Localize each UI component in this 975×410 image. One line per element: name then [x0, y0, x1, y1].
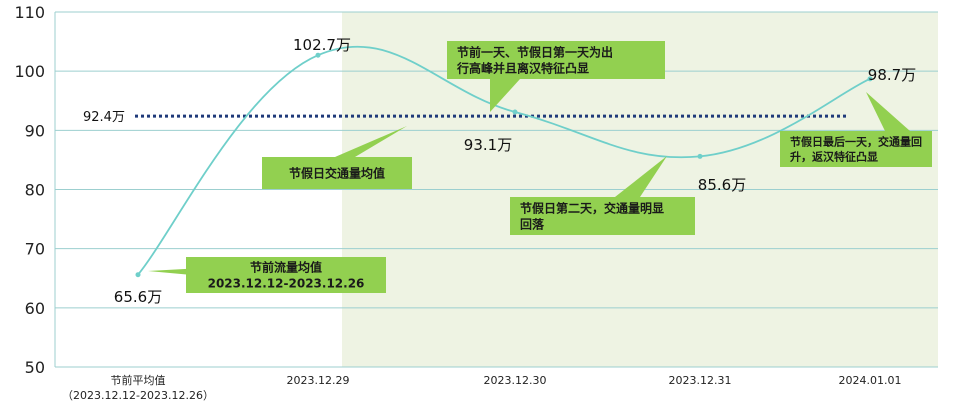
data-label: 65.6万 — [114, 288, 162, 306]
x-tick-label: 2023.12.30 — [484, 374, 547, 387]
callout-pointer — [335, 126, 407, 157]
data-point — [315, 52, 321, 58]
callout-text: 节假日第二天，交通量明显 — [520, 201, 664, 216]
callout-text: 节前流量均值 — [250, 260, 322, 275]
x-tick-label: 2023.12.31 — [669, 374, 732, 387]
data-label: 98.7万 — [868, 66, 916, 84]
data-point — [135, 272, 141, 278]
x-tick-label: 节前平均值 — [111, 373, 166, 387]
y-tick-label: 100 — [14, 62, 45, 81]
callout-pointer — [615, 156, 667, 197]
gridlines — [54, 11, 938, 368]
y-axis-tick-labels: 50 60 70 80 90 100 110 — [14, 3, 45, 377]
y-tick-label: 110 — [14, 3, 45, 22]
callout-text: 行高峰并且离汉特征凸显 — [456, 61, 589, 76]
data-label: 102.7万 — [293, 36, 351, 54]
x-tick-label: 2024.01.01 — [839, 374, 902, 387]
callout-text: 回落 — [520, 217, 545, 232]
x-tick-label: 2023.12.29 — [287, 374, 350, 387]
y-tick-label: 90 — [25, 121, 45, 140]
callout-box — [780, 131, 932, 167]
data-point — [512, 109, 518, 115]
data-points — [135, 52, 873, 278]
callout-text: 节假日交通量均值 — [289, 166, 385, 181]
callout-box — [262, 157, 412, 189]
callout-text: 节前一天、节假日第一天为出 — [457, 45, 613, 60]
callout-box — [186, 257, 386, 293]
y-tick-label: 70 — [25, 240, 45, 259]
callout-text: 2023.12.12-2023.12.26 — [208, 277, 365, 291]
x-axis-tick-labels: 节前平均值 （2023.12.12-2023.12.26） 2023.12.29 20… — [62, 373, 901, 402]
annotation-callout: 节前流量均值 2023.12.12-2023.12.26 — [148, 257, 386, 293]
annotation-callout: 节假日交通量均值 — [262, 126, 412, 189]
data-point — [867, 76, 873, 82]
data-labels: 65.6万 102.7万 93.1万 85.6万 98.7万 — [114, 36, 916, 306]
callout-text: 节假日最后一天，交通量回 — [790, 135, 922, 149]
callout-text: 升，返汉特征凸显 — [790, 150, 878, 164]
average-line-label: 92.4万 — [83, 110, 125, 125]
callout-pointer — [490, 79, 520, 112]
callout-box — [510, 197, 695, 235]
callout-pointer — [866, 92, 910, 131]
x-tick-sublabel: （2023.12.12-2023.12.26） — [62, 389, 214, 402]
callout-box — [447, 41, 665, 79]
data-label: 85.6万 — [698, 176, 746, 194]
y-tick-label: 80 — [25, 181, 45, 200]
data-point — [697, 153, 703, 159]
data-label: 93.1万 — [464, 136, 512, 154]
annotation-callouts: 节前流量均值 2023.12.12-2023.12.26 节假日交通量均值 节前一天、… — [148, 41, 932, 293]
y-tick-label: 60 — [25, 299, 45, 318]
y-tick-label: 50 — [25, 358, 45, 377]
